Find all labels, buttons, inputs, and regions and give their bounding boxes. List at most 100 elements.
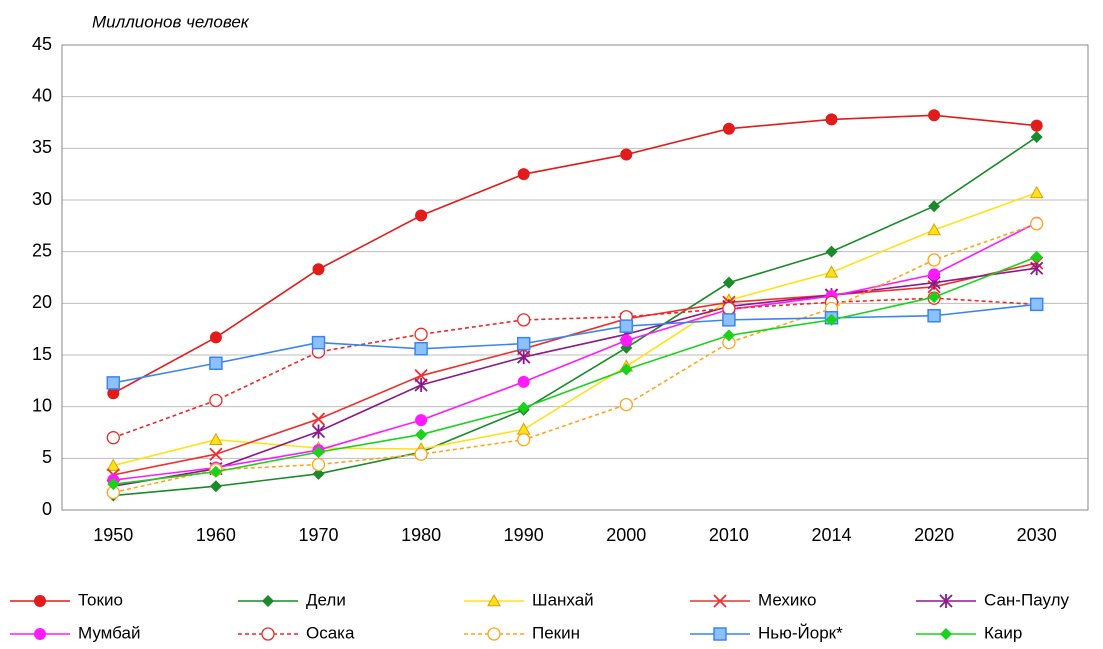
y-tick-label: 40 — [32, 85, 52, 105]
data-point — [209, 432, 223, 446]
data-point — [209, 356, 223, 371]
data-point — [209, 331, 222, 344]
y-tick-label: 10 — [32, 395, 52, 415]
data-point — [414, 377, 428, 392]
y-tick-label: 5 — [42, 447, 52, 467]
data-point — [311, 412, 326, 426]
y-axis-label: Миллионов человек — [92, 12, 250, 31]
data-point — [927, 253, 941, 267]
series-line — [113, 256, 1037, 485]
y-tick-label: 20 — [32, 292, 52, 312]
x-tick-label: 2000 — [606, 525, 646, 545]
data-point — [928, 268, 941, 281]
data-point — [619, 319, 634, 333]
data-point — [415, 414, 428, 427]
data-point — [1029, 185, 1044, 199]
legend-marker — [487, 627, 501, 641]
data-point — [516, 336, 531, 351]
data-point — [415, 428, 428, 441]
data-point — [107, 387, 120, 400]
legend-label: Каир — [984, 623, 1022, 642]
legend-label: Шанхай — [532, 590, 594, 609]
legend-marker — [262, 595, 274, 607]
legend-label: Мехико — [758, 590, 817, 609]
legend-marker — [34, 595, 46, 607]
legend-label: Токио — [78, 590, 123, 609]
series-line — [113, 223, 1037, 494]
data-point — [620, 148, 633, 161]
legend-label: Пекин — [532, 623, 580, 642]
legend-label: Мумбай — [78, 623, 140, 642]
data-point — [928, 109, 941, 122]
y-tick-label: 15 — [32, 344, 52, 364]
legend-marker — [261, 627, 275, 641]
legend-label: Нью-Йорк* — [758, 623, 843, 642]
data-point — [312, 446, 325, 459]
data-point — [517, 375, 530, 388]
series-line — [113, 262, 1037, 476]
series-line — [113, 222, 1038, 481]
data-point — [620, 334, 633, 347]
data-point — [825, 313, 838, 326]
data-point — [517, 168, 530, 181]
data-point — [620, 363, 633, 376]
data-point — [415, 209, 428, 222]
series-line — [113, 192, 1037, 467]
data-point — [825, 113, 838, 126]
legend-label: Осака — [306, 623, 355, 642]
data-point — [414, 369, 428, 383]
data-point — [1029, 297, 1044, 312]
y-tick-label: 45 — [32, 34, 52, 54]
series-line — [113, 297, 1037, 439]
legend-marker — [487, 593, 501, 607]
x-tick-label: 1990 — [504, 525, 544, 545]
x-tick-label: 1980 — [401, 525, 441, 545]
y-tick-label: 25 — [32, 240, 52, 260]
data-point — [722, 276, 735, 289]
data-point — [517, 433, 531, 447]
data-point — [312, 467, 325, 480]
data-point — [414, 342, 428, 356]
series-line — [113, 303, 1037, 384]
x-tick-label: 1970 — [298, 525, 338, 545]
legend-marker — [713, 627, 727, 641]
data-point — [1030, 217, 1044, 231]
data-point — [517, 350, 531, 365]
data-point — [209, 480, 222, 493]
legend-label: Сан-Паулу — [984, 590, 1070, 609]
data-point — [414, 447, 428, 461]
data-point — [414, 327, 428, 341]
data-point — [619, 397, 633, 412]
data-point — [722, 313, 736, 327]
data-point — [517, 313, 531, 327]
data-point — [1030, 250, 1043, 263]
data-point — [722, 301, 736, 316]
data-point — [311, 335, 326, 350]
data-point — [928, 200, 941, 213]
data-point — [107, 478, 120, 491]
data-point — [209, 447, 223, 461]
x-tick-label: 1960 — [196, 525, 236, 545]
data-point — [106, 431, 120, 445]
data-point — [311, 424, 326, 439]
data-point — [312, 263, 325, 276]
data-point — [928, 291, 941, 304]
y-tick-label: 0 — [42, 499, 52, 519]
series-line — [112, 114, 1037, 394]
data-point — [927, 222, 941, 236]
data-point — [722, 122, 735, 135]
x-tick-label: 2030 — [1017, 525, 1057, 545]
data-point — [106, 376, 121, 390]
data-point — [1030, 130, 1043, 143]
legend-marker — [939, 594, 953, 608]
legend-marker — [940, 628, 952, 640]
data-point — [516, 422, 531, 435]
data-point — [824, 265, 839, 278]
data-point — [722, 329, 735, 342]
data-point — [209, 393, 223, 408]
data-point — [517, 401, 530, 414]
data-point — [927, 308, 941, 323]
data-point — [106, 485, 120, 500]
data-point — [311, 457, 326, 472]
